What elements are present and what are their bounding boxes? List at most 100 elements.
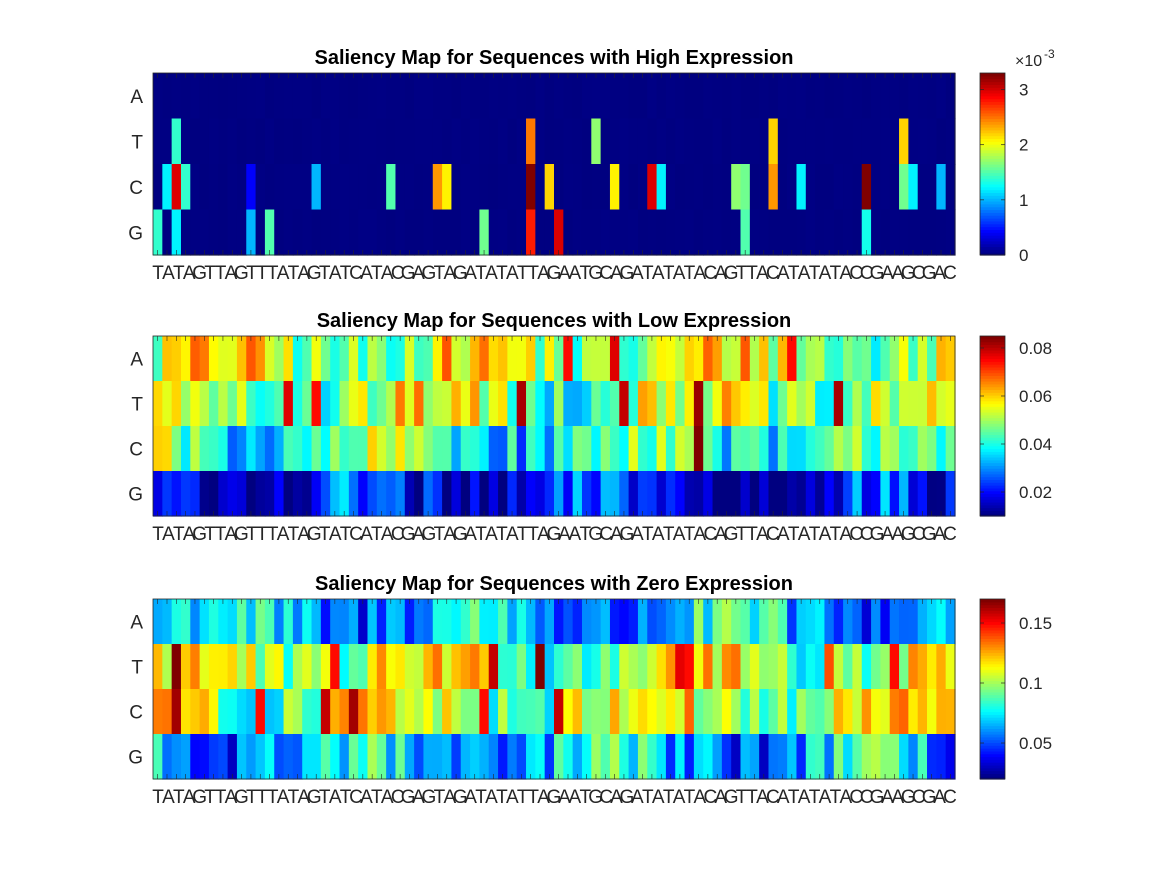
heatmap-cell — [880, 599, 891, 645]
heatmap-cell — [712, 164, 723, 211]
heatmap-cell — [712, 118, 723, 165]
heatmap-cell — [292, 689, 303, 735]
heatmap-cell — [759, 164, 770, 211]
heatmap-cell — [302, 689, 313, 735]
heatmap-cell — [274, 209, 285, 256]
heatmap-cell — [255, 689, 266, 735]
heatmap-cell — [899, 118, 909, 165]
heatmap-cell — [824, 689, 835, 735]
heatmap-cell — [507, 644, 518, 690]
heatmap-cell — [731, 471, 742, 517]
x-tick-label: C — [599, 263, 613, 284]
heatmap-cell — [787, 336, 798, 382]
x-tick-label: C — [766, 263, 780, 284]
heatmap-cell — [236, 73, 247, 120]
heatmap-cell — [544, 73, 555, 120]
colorbar-segment — [980, 223, 1005, 228]
heatmap-cell — [852, 118, 863, 165]
heatmap-cell — [796, 164, 807, 211]
heatmap-cell — [899, 471, 909, 517]
heatmap-cell — [824, 336, 835, 382]
colorbar-segment — [980, 395, 1005, 399]
heatmap-cell — [414, 599, 425, 645]
heatmap-cell — [852, 734, 863, 780]
colorbar-segment — [980, 104, 1005, 108]
heatmap-cell — [749, 73, 760, 120]
heatmap-cell — [199, 118, 210, 165]
heatmap-cell — [488, 644, 499, 690]
heatmap-cell — [843, 734, 854, 780]
heatmap-cell — [647, 73, 658, 120]
heatmap-cell — [852, 644, 863, 690]
y-tick-label: T — [131, 395, 143, 416]
colorbar-segment — [980, 717, 1005, 721]
colorbar-segment — [980, 610, 1005, 614]
heatmap-cell — [535, 381, 546, 427]
heatmap-cell — [479, 73, 490, 120]
heatmap-cell — [544, 336, 555, 382]
heatmap-cell — [302, 209, 313, 256]
heatmap-cell — [637, 599, 648, 645]
x-tick-label: C — [860, 787, 874, 808]
heatmap-cell — [507, 73, 518, 120]
heatmap-cell — [526, 689, 536, 735]
heatmap-cell — [927, 426, 937, 472]
heatmap-cell — [647, 381, 658, 427]
colorbar-segment — [980, 95, 1005, 100]
heatmap-cell — [358, 381, 369, 427]
heatmap-cell — [684, 381, 695, 427]
heatmap-cell — [777, 336, 788, 382]
x-tick-label: G — [401, 787, 416, 808]
heatmap-cell — [665, 73, 676, 120]
heatmap-cell — [647, 689, 658, 735]
heatmap-cell — [479, 209, 490, 256]
x-tick-label: A — [839, 263, 852, 284]
heatmap-cell — [843, 73, 854, 120]
heatmap-cell — [311, 471, 322, 517]
colorbar-frame — [979, 598, 1006, 780]
heatmap-cell — [871, 471, 881, 517]
colorbar-segment — [980, 479, 1005, 483]
heatmap-cell — [721, 336, 732, 382]
heatmap-cell — [731, 164, 742, 211]
heatmap-cell — [236, 734, 247, 780]
colorbar-segment — [980, 389, 1005, 393]
x-tick-label: A — [610, 787, 623, 808]
heatmap-cell — [936, 336, 947, 382]
heatmap-cell — [591, 644, 602, 690]
heatmap-cell — [749, 734, 760, 780]
heatmap-cell — [740, 471, 751, 517]
x-tick-label: T — [642, 524, 654, 545]
heatmap-cell — [376, 426, 387, 472]
heatmap-cell — [693, 336, 704, 382]
x-tick-label: A — [537, 524, 550, 545]
heatmap-cell — [171, 426, 182, 472]
heatmap-cell — [693, 381, 704, 427]
heatmap-cell — [283, 336, 294, 382]
heatmap-cell — [936, 164, 947, 211]
heatmap-cell — [843, 426, 854, 472]
x-tick-label: T — [684, 263, 696, 284]
colorbar-segment — [980, 364, 1005, 368]
heatmap-cell — [535, 336, 546, 382]
x-tick-label: G — [401, 524, 416, 545]
heatmap-cell — [526, 599, 536, 645]
heatmap-cell — [852, 599, 863, 645]
heatmap-cell — [731, 73, 742, 120]
heatmap-cell — [899, 644, 909, 690]
heatmap-cell — [572, 209, 583, 256]
colorbar-segment — [980, 146, 1005, 151]
heatmap-cell — [945, 471, 956, 517]
colorbar-segment — [980, 445, 1005, 450]
heatmap-cell — [843, 689, 854, 735]
x-tick-label: A — [631, 524, 644, 545]
colorbar-segment — [980, 618, 1005, 623]
colorbar-segment — [980, 426, 1005, 430]
x-tick-label: T — [340, 787, 352, 808]
heatmap-cell — [675, 381, 686, 427]
x-tick-label: T — [288, 787, 300, 808]
heatmap-cell — [208, 599, 219, 645]
heatmap-cell — [833, 471, 844, 517]
heatmap-cell — [320, 209, 331, 256]
x-tick-label: C — [766, 787, 780, 808]
